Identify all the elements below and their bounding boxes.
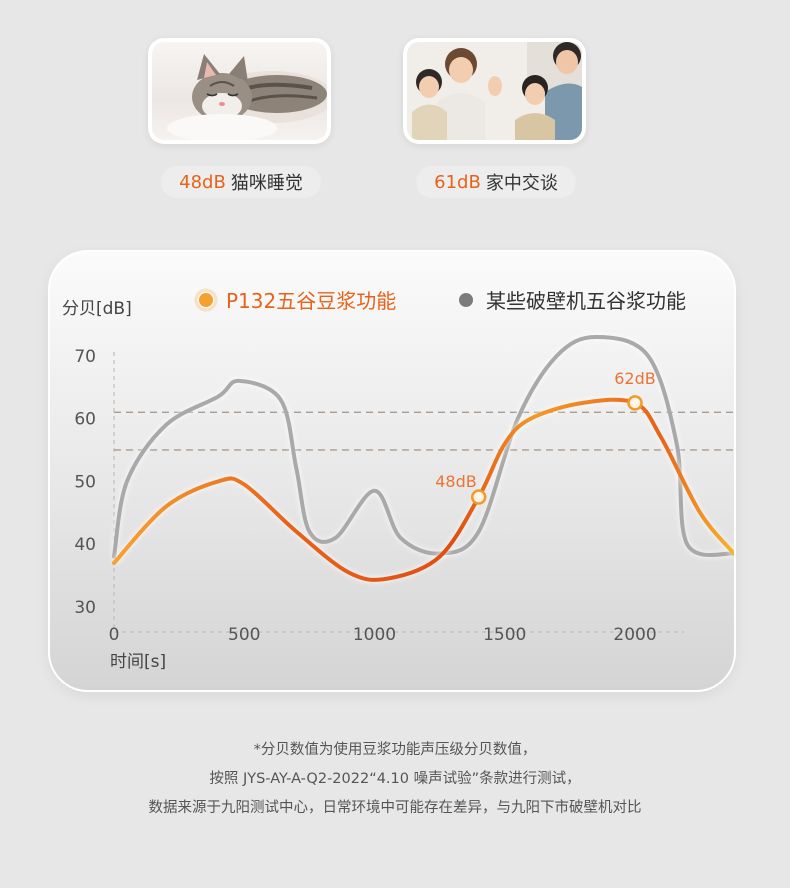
- footnote: *分贝数值为使用豆浆功能声压级分贝数值， 按照 JYS-AY-A-Q2-2022…: [0, 736, 790, 823]
- scene-badge-cat: 48dB 猫咪睡觉: [161, 166, 321, 198]
- family-illustration: [407, 42, 582, 140]
- series-line-competitor: [112, 334, 734, 559]
- x-tick-label: 1000: [353, 625, 396, 645]
- scene-db-value: 61dB: [434, 171, 481, 193]
- y-tick-label: 40: [74, 535, 96, 555]
- footnote-line: *分贝数值为使用豆浆功能声压级分贝数值，: [253, 742, 537, 758]
- footnote-line: 数据来源于九阳测试中心，日常环境中可能存在差异，与九阳下市破壁机对比: [148, 800, 642, 816]
- legend-marker-glow: [194, 288, 218, 312]
- x-tick-label: 2000: [613, 625, 656, 645]
- legend-marker-competitor: [459, 293, 473, 307]
- scene-label: 家中交谈: [485, 173, 558, 194]
- scene-db-value: 48dB: [179, 171, 226, 193]
- x-tick-label: 1500: [483, 625, 526, 645]
- y-tick-label: 30: [74, 598, 96, 618]
- y-tick-label: 70: [74, 347, 96, 367]
- kitten-illustration: [167, 54, 327, 140]
- noise-line-chart: 分贝[dB] 时间[s] 70 60 50 40 30 0 500 1000 1500 2000 48d…: [62, 288, 734, 672]
- y-axis-title: 分贝[dB]: [62, 299, 132, 319]
- sleeping-kitten-image: [152, 42, 327, 140]
- chart-panel: 分贝[dB] 时间[s] 70 60 50 40 30 0 500 1000 1500 2000 48d…: [48, 250, 736, 692]
- y-tick-label: 50: [74, 472, 96, 492]
- footnote-line: 按照 JYS-AY-A-Q2-2022“4.10 噪声试验”条款进行测试，: [209, 771, 581, 787]
- scene-card-cat: [148, 38, 331, 144]
- y-tick-label: 60: [74, 410, 96, 430]
- legend-label-competitor: 某些破壁机五谷浆功能: [486, 289, 686, 313]
- annotation-point: [627, 395, 643, 411]
- x-axis-title: 时间[s]: [110, 652, 166, 672]
- family-talking-image: [407, 42, 582, 140]
- legend-marker-p132: [199, 293, 213, 307]
- annotation-label: 48dB: [435, 472, 477, 491]
- scene-label: 猫咪睡觉: [230, 173, 303, 194]
- x-tick-label: 500: [228, 625, 260, 645]
- scene-card-family: [403, 38, 586, 144]
- annotation-point: [470, 489, 487, 505]
- x-tick-label: 0: [109, 625, 120, 645]
- scene-badge-family: 61dB 家中交谈: [416, 166, 576, 198]
- annotation-label: 62dB: [614, 369, 656, 388]
- series-line-p132: [112, 397, 734, 582]
- legend-label-p132: P132五谷豆浆功能: [226, 289, 396, 313]
